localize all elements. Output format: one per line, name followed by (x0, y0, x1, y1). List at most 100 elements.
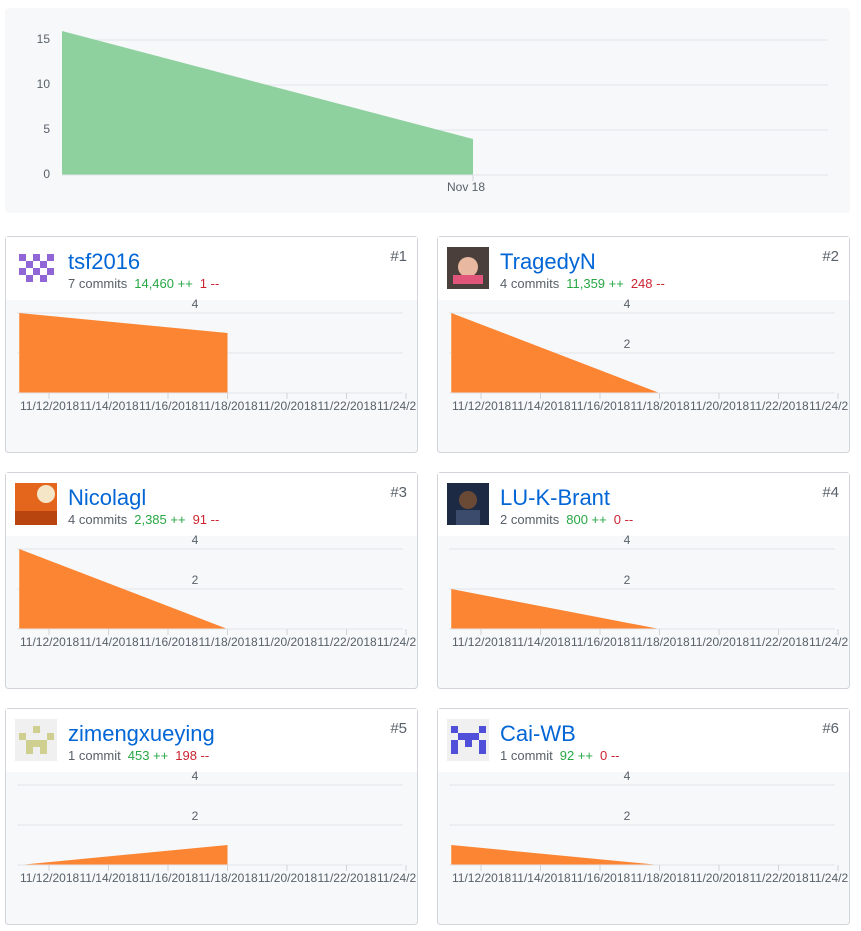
rank: #2 (822, 248, 839, 265)
y-tick-label: 4 (192, 769, 199, 783)
x-tick-label: 11/24/2 (377, 871, 416, 885)
avatar-pixel (479, 726, 486, 733)
avatar-face (458, 257, 478, 277)
avatar-pixel (479, 747, 486, 754)
x-tick-label: 11/12/2018 (20, 635, 79, 649)
contributor-name[interactable]: Nicolagl (68, 485, 146, 510)
avatar-pixel (465, 740, 472, 747)
contributor-stats: 4 commits 11,359 ++ 248 -- (500, 276, 665, 291)
x-tick-label: 11/18/2018 (199, 635, 258, 649)
rank: #5 (390, 720, 407, 737)
avatar-pixel (26, 740, 33, 747)
avatar-pixel (451, 726, 458, 733)
x-tick-label: 11/16/2018 (571, 399, 630, 413)
commit-count: 4 commits (68, 512, 128, 527)
x-tick-label: 11/22/2018 (750, 871, 809, 885)
y-tick-label: 2 (624, 809, 631, 823)
avatars (15, 247, 489, 761)
area (62, 31, 473, 175)
card-header (6, 237, 417, 300)
area (19, 313, 228, 393)
card-header (6, 709, 417, 772)
avatar-pixel (47, 254, 54, 261)
contributor-stats: 7 commits 14,460 ++ 1 -- (68, 276, 219, 291)
avatar-pixel (19, 733, 26, 740)
x-tick-label: 11/24/2 (809, 635, 848, 649)
avatar-pixel (472, 733, 479, 740)
avatar-pixel (479, 740, 486, 747)
x-tick-label: 11/20/2018 (258, 399, 317, 413)
avatar-pixel (33, 268, 40, 275)
additions: 453 ++ (128, 748, 169, 763)
area (19, 549, 228, 629)
y-tick-label: 4 (624, 297, 631, 311)
x-tick-label: 11/18/2018 (199, 399, 258, 413)
x-tick-label: 11/14/2018 (512, 635, 571, 649)
avatar-face (459, 491, 477, 509)
avatar-emblem (37, 485, 55, 503)
card-header (438, 237, 849, 300)
y-tick-label: 0 (43, 167, 50, 181)
additions: 2,385 ++ (134, 512, 185, 527)
contributor-name[interactable]: Cai-WB (500, 721, 576, 746)
x-tick-label: 11/18/2018 (631, 399, 690, 413)
x-tick-label: 11/16/2018 (571, 635, 630, 649)
x-tick-label: 11/14/2018 (80, 871, 139, 885)
area (451, 589, 660, 629)
avatar-pixel (451, 740, 458, 747)
x-tick-label: 11/18/2018 (631, 635, 690, 649)
avatar-pixel (33, 254, 40, 261)
deletions: 0 -- (614, 512, 634, 527)
y-tick-label: 4 (624, 769, 631, 783)
x-tick-label: 11/20/2018 (258, 871, 317, 885)
commit-count: 2 commits (500, 512, 560, 527)
contributor-stats: 1 commit 92 ++ 0 -- (500, 748, 620, 763)
y-tick-label: 4 (624, 533, 631, 547)
avatar-pixel (465, 733, 472, 740)
x-tick-label: 11/20/2018 (690, 635, 749, 649)
y-tick-label: 2 (192, 809, 199, 823)
y-tick-label: 15 (37, 32, 51, 46)
x-tick-label: 11/12/2018 (20, 399, 79, 413)
y-tick-label: 4 (192, 297, 199, 311)
x-tick-label: 11/14/2018 (512, 871, 571, 885)
x-tick-label: 11/22/2018 (318, 635, 377, 649)
x-tick-label: 11/16/2018 (139, 871, 198, 885)
x-tick-label: 11/22/2018 (318, 399, 377, 413)
area (451, 313, 660, 393)
card-header (438, 709, 849, 772)
commit-count: 1 commit (68, 748, 121, 763)
x-tick-label: Nov 18 (447, 180, 485, 194)
x-tick-label: 11/12/2018 (20, 871, 79, 885)
card-header (6, 473, 417, 536)
x-tick-label: 11/14/2018 (80, 635, 139, 649)
x-tick-label: 11/22/2018 (750, 399, 809, 413)
additions: 14,460 ++ (134, 276, 193, 291)
contributor-stats: 4 commits 2,385 ++ 91 -- (68, 512, 219, 527)
avatar-pixel (33, 740, 40, 747)
contributor-name[interactable]: zimengxueying (68, 721, 215, 746)
avatar-pixel (40, 275, 47, 282)
x-tick-label: 11/16/2018 (571, 871, 630, 885)
area (451, 845, 660, 865)
avatar-pixel (47, 733, 54, 740)
contributor-name[interactable]: tsf2016 (68, 249, 140, 274)
avatar-pixel (458, 733, 465, 740)
card-header (438, 473, 849, 536)
avatar-pixel (26, 261, 33, 268)
rank: #3 (390, 484, 407, 501)
commit-count: 1 commit (500, 748, 553, 763)
x-tick-label: 11/22/2018 (750, 635, 809, 649)
avatar-pixel (19, 254, 26, 261)
contributor-name[interactable]: TragedyN (500, 249, 596, 274)
deletions: 248 -- (631, 276, 665, 291)
avatar-body (456, 510, 480, 525)
area (19, 845, 228, 865)
x-tick-label: 11/22/2018 (318, 871, 377, 885)
additions: 800 ++ (566, 512, 607, 527)
deletions: 1 -- (200, 276, 220, 291)
contributor-name[interactable]: LU-K-Brant (500, 485, 610, 510)
contributor-stats: 2 commits 800 ++ 0 -- (500, 512, 633, 527)
x-tick-label: 11/12/2018 (452, 399, 511, 413)
